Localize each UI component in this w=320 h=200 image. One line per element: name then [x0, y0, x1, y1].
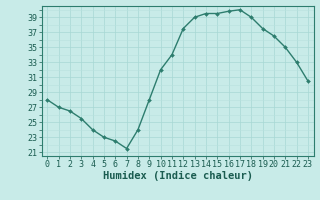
X-axis label: Humidex (Indice chaleur): Humidex (Indice chaleur): [103, 171, 252, 181]
